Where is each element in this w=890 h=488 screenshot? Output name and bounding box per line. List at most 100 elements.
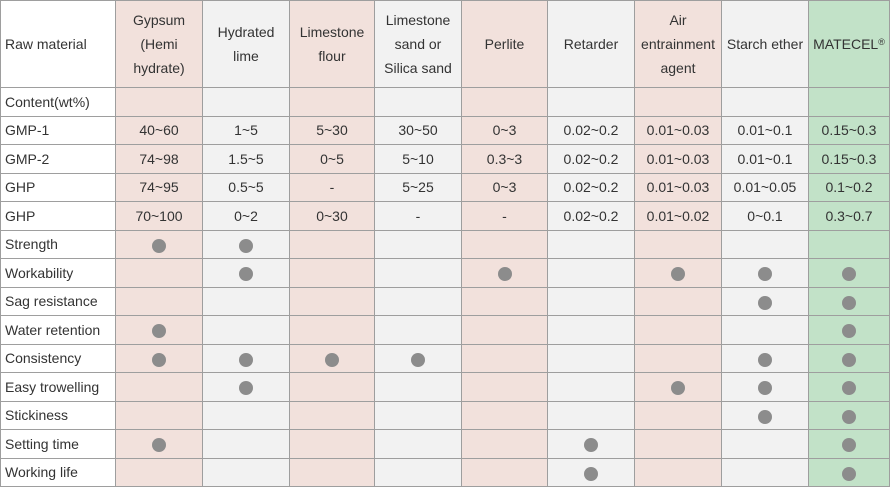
property-mark-cell — [115, 372, 203, 402]
content-value-cell: 74~98 — [115, 144, 203, 174]
header-retarder: Retarder — [547, 0, 635, 88]
property-mark-cell — [634, 400, 722, 430]
property-mark-cell — [289, 429, 375, 459]
content-value-cell: 0.1~0.2 — [808, 172, 890, 202]
filled-circle-icon — [842, 352, 856, 367]
content-row: GHP 74~95 0.5~5-5~25 0~3 0.02~0.2 0.01~0.03 0.… — [0, 172, 890, 202]
content-value-cell: 5~30 — [289, 115, 375, 145]
property-mark-cell — [374, 343, 462, 373]
property-mark-cell — [808, 258, 890, 288]
property-mark-cell — [461, 315, 548, 345]
property-row: Workability — [0, 258, 890, 288]
filled-circle-icon — [842, 381, 856, 396]
property-mark-cell — [808, 372, 890, 402]
property-mark-cell — [289, 286, 375, 316]
property-label: Working life — [0, 457, 116, 487]
property-row: Sag resistance — [0, 286, 890, 316]
property-mark-cell — [721, 286, 809, 316]
property-mark-cell — [808, 400, 890, 430]
content-value-cell: 0.01~0.1 — [721, 115, 809, 145]
property-mark-cell — [202, 457, 290, 487]
property-mark-cell — [374, 229, 462, 259]
property-row: Water retention — [0, 315, 890, 345]
property-mark-cell — [202, 315, 290, 345]
filled-circle-icon — [239, 352, 253, 367]
property-mark-cell — [115, 343, 203, 373]
content-value-cell: - — [289, 172, 375, 202]
content-value-cell: 1.5~5 — [202, 144, 290, 174]
content-value-cell: 0.01~0.03 — [634, 115, 722, 145]
property-mark-cell — [634, 229, 722, 259]
header-perlite: Perlite — [461, 0, 548, 88]
property-mark-cell — [721, 229, 809, 259]
filled-circle-icon — [842, 295, 856, 310]
filled-circle-icon — [325, 352, 339, 367]
content-value-cell: 0.3~3 — [461, 144, 548, 174]
content-value-cell: 0~5 — [289, 144, 375, 174]
property-mark-cell — [374, 315, 462, 345]
empty-cell — [461, 87, 548, 117]
content-value-cell: 0.01~0.05 — [721, 172, 809, 202]
filled-circle-icon — [758, 381, 772, 396]
property-label: Consistency — [0, 343, 116, 373]
property-mark-cell — [547, 372, 635, 402]
empty-cell — [634, 87, 722, 117]
property-mark-cell — [547, 315, 635, 345]
content-value-cell: 0.01~0.03 — [634, 172, 722, 202]
filled-circle-icon — [584, 466, 598, 481]
property-mark-cell — [289, 372, 375, 402]
property-mark-cell — [721, 429, 809, 459]
filled-circle-icon — [758, 295, 772, 310]
property-mark-cell — [547, 400, 635, 430]
property-mark-cell — [547, 457, 635, 487]
filled-circle-icon — [152, 324, 166, 339]
property-mark-cell — [202, 372, 290, 402]
filled-circle-icon — [842, 466, 856, 481]
filled-circle-icon — [671, 381, 685, 396]
empty-cell — [721, 87, 809, 117]
property-mark-cell — [289, 229, 375, 259]
property-mark-cell — [808, 315, 890, 345]
content-value-cell: 5~25 — [374, 172, 462, 202]
header-row: Raw material Gypsum (Hemi hydrate) Hydra… — [0, 0, 890, 88]
content-value-cell: - — [461, 201, 548, 231]
row-label: GMP-2 — [0, 144, 116, 174]
property-row: Working life — [0, 457, 890, 487]
property-mark-cell — [202, 429, 290, 459]
property-mark-cell — [721, 343, 809, 373]
property-label: Workability — [0, 258, 116, 288]
property-row: Easy trowelling — [0, 372, 890, 402]
property-mark-cell — [289, 400, 375, 430]
property-mark-cell — [115, 258, 203, 288]
property-mark-cell — [634, 343, 722, 373]
property-mark-cell — [808, 229, 890, 259]
filled-circle-icon — [497, 267, 512, 282]
empty-cell — [547, 87, 635, 117]
content-value-cell: 40~60 — [115, 115, 203, 145]
filled-circle-icon — [842, 409, 856, 424]
row-label: GMP-1 — [0, 115, 116, 145]
property-mark-cell — [547, 229, 635, 259]
content-row: GMP-2 74~98 1.5~5 0~5 5~10 0.3~3 0.02~0.2 0.01~… — [0, 144, 890, 174]
filled-circle-icon — [239, 381, 253, 396]
property-mark-cell — [721, 400, 809, 430]
property-mark-cell — [634, 372, 722, 402]
content-value-cell: 30~50 — [374, 115, 462, 145]
header-starch-ether: Starch ether — [721, 0, 809, 88]
filled-circle-icon — [671, 267, 685, 282]
header-raw-material: Raw material — [0, 0, 116, 88]
content-value-cell: 0.15~0.3 — [808, 115, 890, 145]
property-mark-cell — [289, 457, 375, 487]
property-mark-cell — [115, 286, 203, 316]
filled-circle-icon — [152, 238, 166, 253]
property-label: Setting time — [0, 429, 116, 459]
filled-circle-icon — [239, 238, 253, 253]
header-air-entrainment-agent: Air entrainment agent — [634, 0, 722, 88]
property-mark-cell — [808, 457, 890, 487]
property-mark-cell — [202, 400, 290, 430]
property-mark-cell — [634, 315, 722, 345]
row-label: GHP — [0, 172, 116, 202]
content-value-cell: 0~3 — [461, 115, 548, 145]
header-gypsum: Gypsum (Hemi hydrate) — [115, 0, 203, 88]
property-mark-cell — [115, 400, 203, 430]
